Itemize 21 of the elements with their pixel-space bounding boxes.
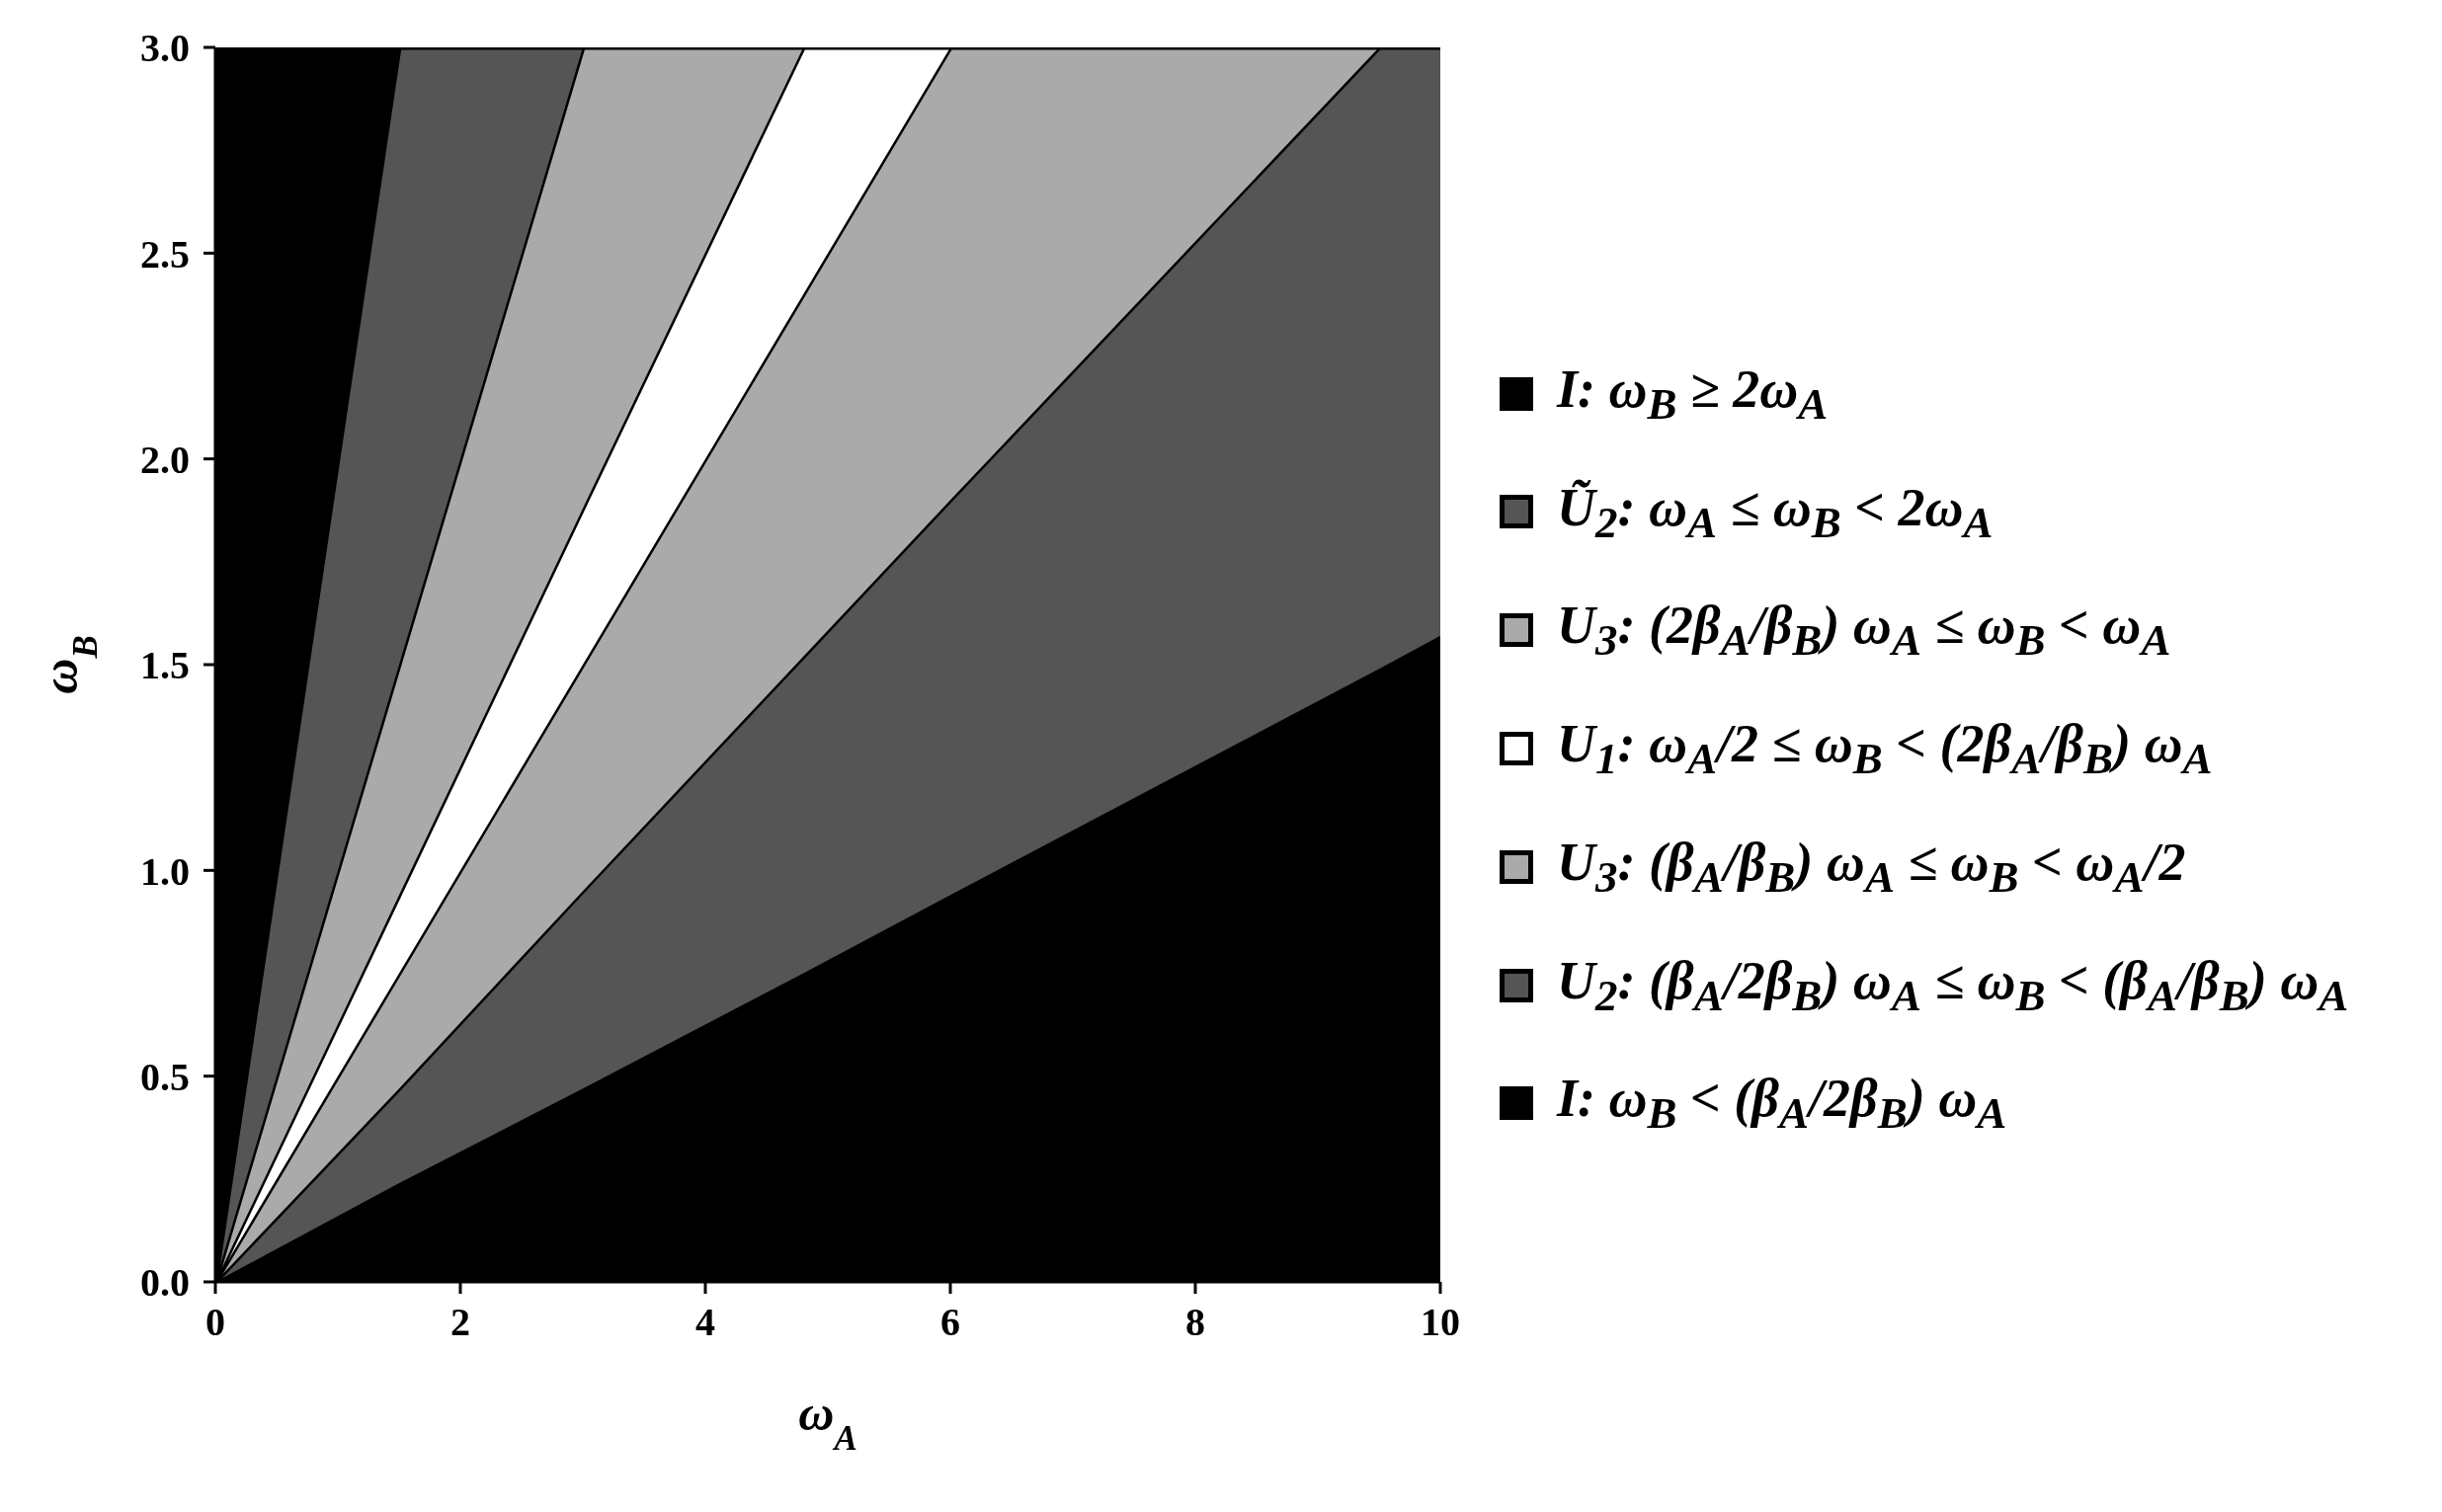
y-tick-label: 3.0 — [140, 26, 190, 71]
y-tick-label: 1.5 — [140, 643, 190, 688]
x-tick-label: 0 — [205, 1300, 225, 1345]
legend-label: Ũ$_{2}$: ω$_{A}$ ≤ ω$_{B}$ < 2ω$_{A}$ — [1557, 476, 1994, 548]
text: U$_{1}$: ω$_{A}$/2 ≤ ω$_{B}$ < (2β$_{A}$/β$_{B}$) ω$_{A}$ — [1557, 714, 2213, 783]
y-tick-label: 1.0 — [140, 848, 190, 894]
legend-label: I: ω$_{B}$ ≥ 2ω$_{A}$ — [1557, 358, 1829, 430]
y-tick-label: 0.0 — [140, 1260, 190, 1306]
y-tick-label: 0.5 — [140, 1054, 190, 1099]
x-tick-label: 2 — [450, 1300, 470, 1345]
text: U$_{3}$: (β$_{A}$/β$_{B}$) ω$_{A}$ ≤ ω$_{B}$ < ω$_{A}$/2 — [1557, 832, 2186, 902]
x-tick-label: 8 — [1185, 1300, 1205, 1345]
legend-label: I: ω$_{B}$ < (β$_{A}$/2β$_{B}$) ω$_{A}$ — [1557, 1068, 2007, 1140]
x-tick-label: 4 — [695, 1300, 715, 1345]
y-tick-label: 2.5 — [140, 231, 190, 277]
x-tick-label: 6 — [940, 1300, 960, 1345]
x-tick-label: 10 — [1421, 1300, 1460, 1345]
x-axis-title: ω$_{A}$ — [798, 1386, 857, 1458]
text: U$_{2}$: (β$_{A}$/2β$_{B}$) ω$_{A}$ ≤ ω$_{B}$ < (β$_{A}$/β$_{B}$) ω$_{A}$ — [1557, 950, 2349, 1020]
y-tick-label: 2.0 — [140, 437, 190, 482]
text: U$_{3}$: (2β$_{A}$/β$_{B}$) ω$_{A}$ ≤ ω$_{B}$ < ω$_{A}$ — [1557, 596, 2171, 666]
